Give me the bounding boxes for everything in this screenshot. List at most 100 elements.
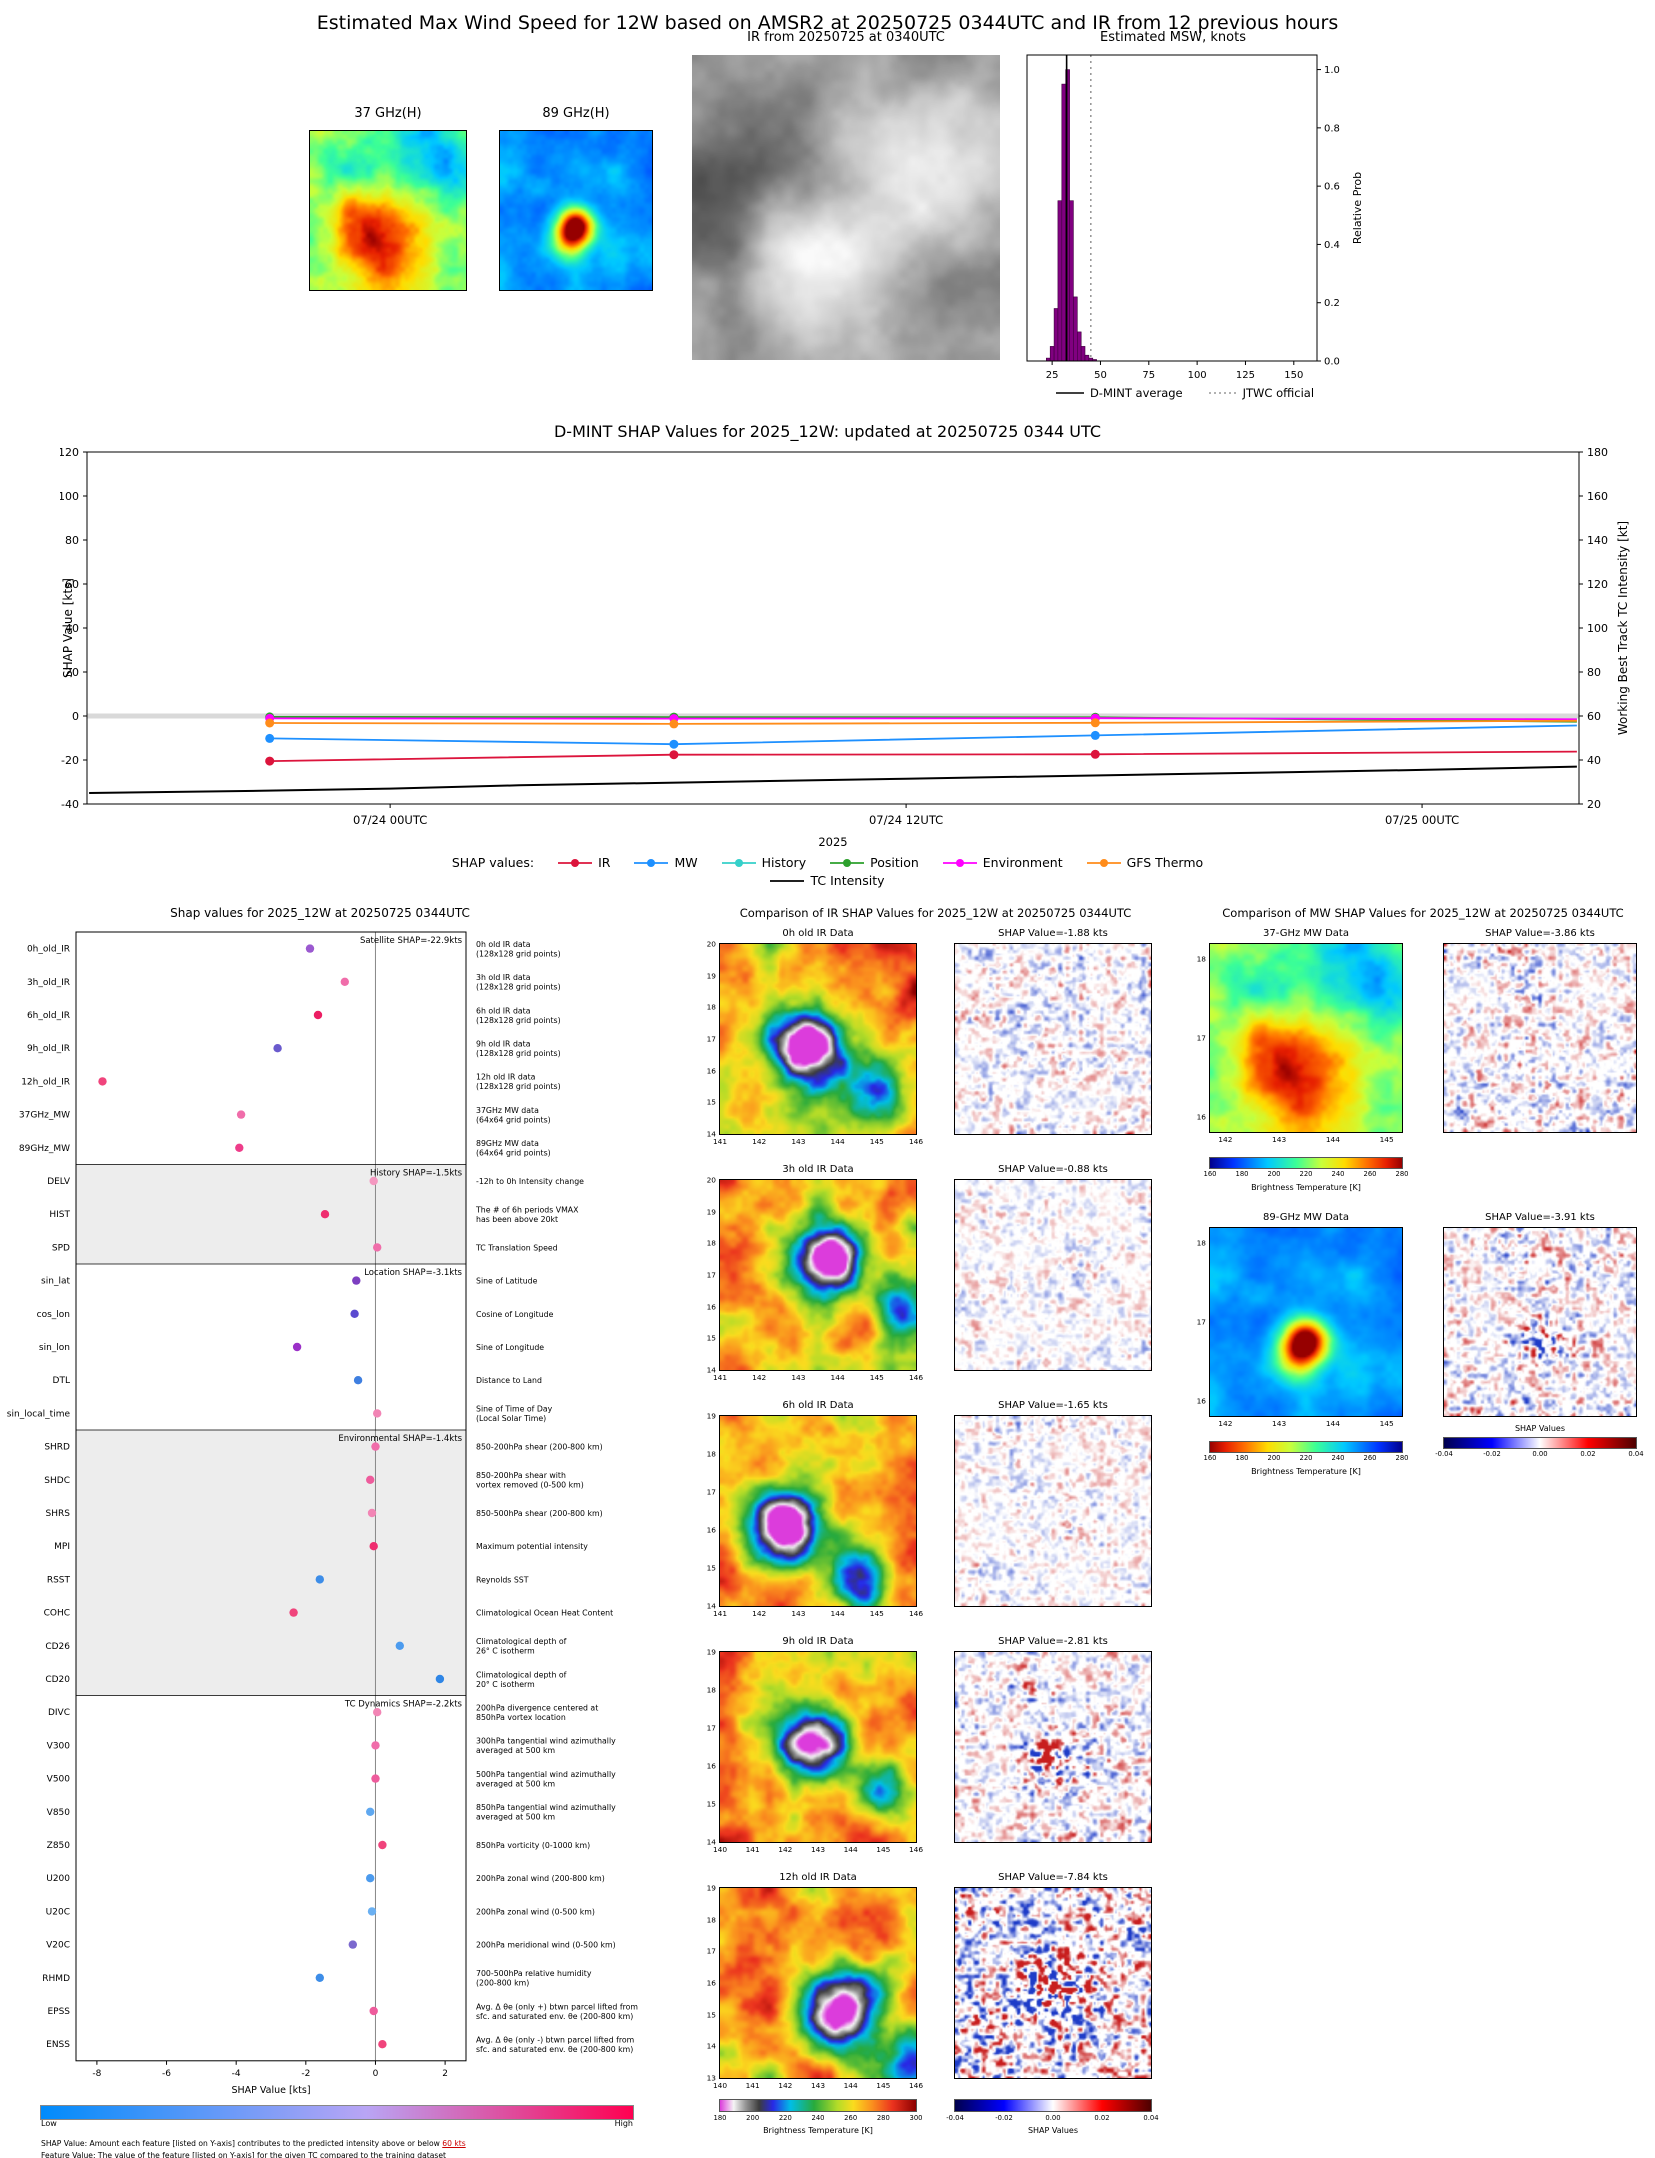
svg-text:37GHz MW data: 37GHz MW data bbox=[476, 1106, 539, 1115]
svg-text:sin_lon: sin_lon bbox=[39, 1343, 70, 1353]
tick-label: 18 bbox=[706, 1685, 716, 1695]
tick-label: -0.04 bbox=[946, 2114, 964, 2122]
tick-label: 180 bbox=[1235, 1170, 1249, 1178]
tick-label: 15 bbox=[706, 1799, 716, 1809]
svg-text:850hPa vorticity (0-1000 km): 850hPa vorticity (0-1000 km) bbox=[476, 1841, 590, 1850]
svg-text:180: 180 bbox=[1587, 446, 1608, 459]
svg-text:Working Best Track TC Intensit: Working Best Track TC Intensity [kt] bbox=[1616, 521, 1630, 735]
svg-text:200hPa divergence centered at: 200hPa divergence centered at bbox=[476, 1704, 598, 1713]
tick-label: 14 bbox=[706, 2041, 716, 2051]
svg-text:V20C: V20C bbox=[46, 1941, 70, 1951]
tick-label: 16 bbox=[1196, 1396, 1206, 1406]
ts-legend-item: Environment bbox=[942, 855, 1063, 870]
svg-text:0.0: 0.0 bbox=[1324, 357, 1340, 368]
svg-text:60: 60 bbox=[1587, 710, 1601, 723]
svg-text:(128x128 grid points): (128x128 grid points) bbox=[476, 1082, 561, 1091]
svg-text:Sine of Longitude: Sine of Longitude bbox=[476, 1343, 544, 1352]
shap-colorbar bbox=[954, 2099, 1152, 2112]
svg-text:0h_old_IR: 0h_old_IR bbox=[27, 945, 70, 955]
ts-legend-item: IR bbox=[558, 855, 610, 870]
svg-text:07/24 12UTC: 07/24 12UTC bbox=[869, 813, 943, 827]
svg-text:6h_old_IR: 6h_old_IR bbox=[27, 1011, 70, 1021]
svg-text:0.2: 0.2 bbox=[1324, 298, 1340, 309]
svg-text:DIVC: DIVC bbox=[48, 1708, 70, 1718]
mw89-image-canvas bbox=[499, 130, 653, 291]
svg-text:sfc. and saturated env. θe (20: sfc. and saturated env. θe (200-800 km) bbox=[476, 2045, 633, 2054]
feature-value-colorbar: Low High bbox=[40, 2105, 634, 2128]
tick-label: 144 bbox=[830, 1373, 845, 1382]
mw-shap-colorbar-label: SHAP Values bbox=[1514, 1424, 1566, 1433]
ir-image-canvas bbox=[692, 55, 1000, 360]
svg-text:9h old IR data: 9h old IR data bbox=[476, 1040, 531, 1049]
histogram-legend: D-MINT average JTWC official bbox=[955, 386, 1415, 400]
svg-text:-40: -40 bbox=[61, 798, 79, 811]
svg-text:26° C isotherm: 26° C isotherm bbox=[476, 1647, 535, 1656]
tick-label: 0.04 bbox=[1143, 2114, 1159, 2122]
svg-text:20° C isotherm: 20° C isotherm bbox=[476, 1680, 535, 1689]
tick-label: 20 bbox=[706, 1175, 716, 1185]
svg-text:RHMD: RHMD bbox=[42, 1974, 70, 1984]
svg-text:U20C: U20C bbox=[46, 1907, 70, 1917]
svg-text:(64x64 grid points): (64x64 grid points) bbox=[476, 1115, 551, 1124]
svg-text:-6: -6 bbox=[162, 2069, 171, 2079]
mw-data-image-0 bbox=[1209, 943, 1403, 1133]
tick-label: 141 bbox=[745, 1845, 760, 1854]
ir-data-image-3 bbox=[719, 1651, 917, 1843]
svg-text:850hPa tangential wind azimuth: 850hPa tangential wind azimuthally bbox=[476, 1803, 616, 1812]
ir-data-image-4 bbox=[719, 1887, 917, 2079]
feature-colorbar-gradient bbox=[40, 2105, 634, 2120]
svg-text:EPSS: EPSS bbox=[47, 2007, 70, 2017]
bt-colorbar-label: Brightness Temperature [K] bbox=[763, 2126, 873, 2135]
shap-footnote-1: SHAP Value: Amount each feature [listed … bbox=[41, 2139, 466, 2148]
tick-label: 19 bbox=[706, 1207, 716, 1217]
svg-text:0h old IR data: 0h old IR data bbox=[476, 940, 531, 949]
tick-label: 19 bbox=[706, 1411, 716, 1421]
ir-data-image-2 bbox=[719, 1415, 917, 1607]
tick-label: 16 bbox=[706, 1302, 716, 1312]
tick-label: 180 bbox=[713, 2114, 727, 2122]
tick-label: 240 bbox=[1331, 1454, 1345, 1462]
tick-label: -0.02 bbox=[1483, 1450, 1501, 1458]
tick-label: 146 bbox=[908, 1137, 924, 1146]
svg-text:averaged at 500 km: averaged at 500 km bbox=[476, 1779, 555, 1788]
svg-text:850hPa vortex location: 850hPa vortex location bbox=[476, 1713, 566, 1722]
svg-text:V300: V300 bbox=[47, 1741, 71, 1751]
svg-text:3h_old_IR: 3h_old_IR bbox=[27, 978, 70, 988]
tick-label: 260 bbox=[1363, 1170, 1377, 1178]
tick-label: 145 bbox=[876, 2081, 891, 2090]
tick-label: 15 bbox=[706, 1563, 716, 1573]
svg-text:Sine of Time of Day: Sine of Time of Day bbox=[476, 1405, 553, 1414]
tick-label: 144 bbox=[843, 2081, 858, 2090]
svg-text:850-200hPa shear with: 850-200hPa shear with bbox=[476, 1471, 566, 1480]
tick-label: 18 bbox=[706, 1002, 716, 1012]
tick-label: 15 bbox=[706, 2010, 716, 2020]
svg-text:Maximum potential intensity: Maximum potential intensity bbox=[476, 1542, 588, 1551]
tick-label: 142 bbox=[752, 1137, 767, 1146]
svg-text:9h_old_IR: 9h_old_IR bbox=[27, 1044, 70, 1054]
mw-bt-colorbar-1 bbox=[1209, 1441, 1403, 1453]
mw37-label: 37 GHz(H) bbox=[354, 106, 422, 121]
ir-data-title-1: 3h old IR Data bbox=[782, 1164, 854, 1175]
ir-shap-image-2 bbox=[954, 1415, 1152, 1607]
svg-text:(128x128 grid points): (128x128 grid points) bbox=[476, 1049, 561, 1058]
svg-text:50: 50 bbox=[1094, 370, 1107, 381]
tick-label: 14 bbox=[706, 1837, 716, 1847]
tick-label: 143 bbox=[791, 1137, 806, 1146]
tick-label: 160 bbox=[1203, 1454, 1217, 1462]
svg-text:125: 125 bbox=[1236, 370, 1255, 381]
svg-text:Reynolds SST: Reynolds SST bbox=[476, 1575, 529, 1584]
tick-label: 280 bbox=[1395, 1170, 1409, 1178]
svg-text:History SHAP=-1.5kts: History SHAP=-1.5kts bbox=[370, 1168, 463, 1178]
ir-data-image-1 bbox=[719, 1179, 917, 1371]
tick-label: 145 bbox=[1379, 1135, 1394, 1144]
shap-dotplot: Satellite SHAP=-22.9kts History SHAP=-1.5… bbox=[0, 924, 700, 2110]
tick-label: 143 bbox=[810, 1845, 826, 1854]
svg-text:averaged at 500 km: averaged at 500 km bbox=[476, 1813, 555, 1822]
svg-text:0: 0 bbox=[72, 710, 79, 723]
tick-label: 13 bbox=[706, 2073, 716, 2083]
mw-data-title-0: 37-GHz MW Data bbox=[1263, 928, 1349, 939]
mw-bt-colorbar-0 bbox=[1209, 1157, 1403, 1169]
tick-label: 15 bbox=[706, 1333, 716, 1343]
svg-text:37GHz_MW: 37GHz_MW bbox=[19, 1111, 70, 1121]
tick-label: 143 bbox=[1272, 1135, 1287, 1144]
